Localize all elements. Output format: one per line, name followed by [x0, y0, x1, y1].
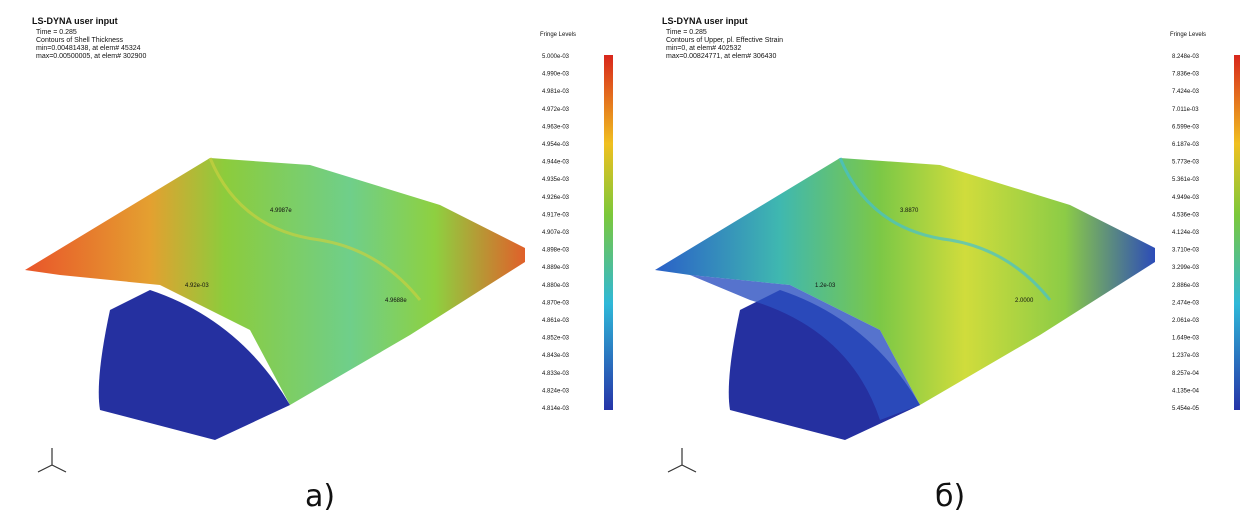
- axis-triad: [38, 448, 66, 472]
- color-bar: [604, 55, 613, 410]
- legend-level: 4.963e-03: [542, 124, 570, 130]
- legend-level: 7.424e-03: [1172, 89, 1200, 95]
- legend-level: 6.599e-03: [1172, 124, 1200, 130]
- legend-level: 4.907e-03: [542, 230, 570, 236]
- legend-level: 5.454e-05: [1172, 406, 1200, 412]
- header-line: max=0.00500005, at elem# 302900: [36, 53, 146, 60]
- color-bar: [1234, 55, 1240, 410]
- figure: LS-DYNA user inputTime = 0.285Contours o…: [0, 0, 1240, 520]
- legend-level: 6.187e-03: [1172, 142, 1200, 148]
- legend-level: 4.824e-03: [542, 388, 570, 394]
- header-line: Contours of Shell Thickness: [36, 37, 124, 44]
- contour-annotation: 3.8870: [900, 208, 919, 214]
- header-line: Contours of Upper, pl. Effective Strain: [666, 37, 783, 44]
- legend-level: 4.536e-03: [1172, 212, 1200, 218]
- header-line: min=0.00481438, at elem# 45324: [36, 45, 141, 52]
- legend-level: 4.861e-03: [542, 318, 570, 324]
- header-line: min=0, at elem# 402532: [666, 45, 741, 52]
- legend-level: 4.814e-03: [542, 406, 570, 412]
- contour-annotation: 1.2e-03: [815, 283, 836, 289]
- contour-annotation: 4.92e-03: [185, 283, 209, 289]
- contour-annotation: 4.9688e: [385, 298, 407, 304]
- header-title: LS-DYNA user input: [32, 16, 118, 26]
- legend-level: 4.833e-03: [542, 371, 570, 377]
- legend-title: Fringe Levels: [1170, 32, 1206, 38]
- legend-title: Fringe Levels: [540, 32, 576, 38]
- header-line: Time = 0.285: [36, 29, 77, 36]
- legend-level: 4.880e-03: [542, 283, 570, 289]
- legend-level: 5.773e-03: [1172, 160, 1200, 166]
- legend-level: 4.870e-03: [542, 300, 570, 306]
- legend-level: 4.972e-03: [542, 107, 570, 113]
- legend-level: 1.649e-03: [1172, 336, 1200, 342]
- legend-level: 4.135e-04: [1172, 388, 1200, 394]
- contour-annotation: 2.0000: [1015, 298, 1034, 304]
- legend-level: 8.248e-03: [1172, 54, 1200, 60]
- shell-surface: [25, 158, 525, 405]
- header-line: Time = 0.285: [666, 29, 707, 36]
- legend-level: 4.852e-03: [542, 336, 570, 342]
- legend-level: 7.011e-03: [1172, 107, 1199, 113]
- caption: б): [935, 479, 965, 514]
- caption: а): [305, 479, 335, 514]
- legend-level: 1.237e-03: [1172, 353, 1200, 359]
- contour-annotation: 4.9987e: [270, 208, 292, 214]
- legend-level: 2.474e-03: [1172, 300, 1200, 306]
- legend-level: 7.836e-03: [1172, 72, 1200, 78]
- legend-level: 4.981e-03: [542, 89, 570, 95]
- legend-level: 3.710e-03: [1172, 248, 1200, 254]
- legend-level: 4.843e-03: [542, 353, 570, 359]
- header-title: LS-DYNA user input: [662, 16, 748, 26]
- legend-level: 4.935e-03: [542, 177, 570, 183]
- legend-level: 5.000e-03: [542, 54, 570, 60]
- legend-level: 4.944e-03: [542, 160, 570, 166]
- legend-level: 4.954e-03: [542, 142, 570, 148]
- legend-level: 3.299e-03: [1172, 265, 1200, 271]
- legend-level: 5.361e-03: [1172, 177, 1200, 183]
- legend-level: 2.061e-03: [1172, 318, 1200, 324]
- legend-level: 4.889e-03: [542, 265, 570, 271]
- axis-triad: [668, 448, 696, 472]
- legend-level: 4.990e-03: [542, 72, 570, 78]
- legend-level: 8.257e-04: [1172, 371, 1200, 377]
- legend-level: 4.949e-03: [1172, 195, 1200, 201]
- legend-level: 4.926e-03: [542, 195, 570, 201]
- legend-level: 4.898e-03: [542, 248, 570, 254]
- legend-level: 2.886e-03: [1172, 283, 1200, 289]
- header-line: max=0.00824771, at elem# 306430: [666, 53, 776, 60]
- legend-level: 4.124e-03: [1172, 230, 1200, 236]
- legend-level: 4.917e-03: [542, 212, 570, 218]
